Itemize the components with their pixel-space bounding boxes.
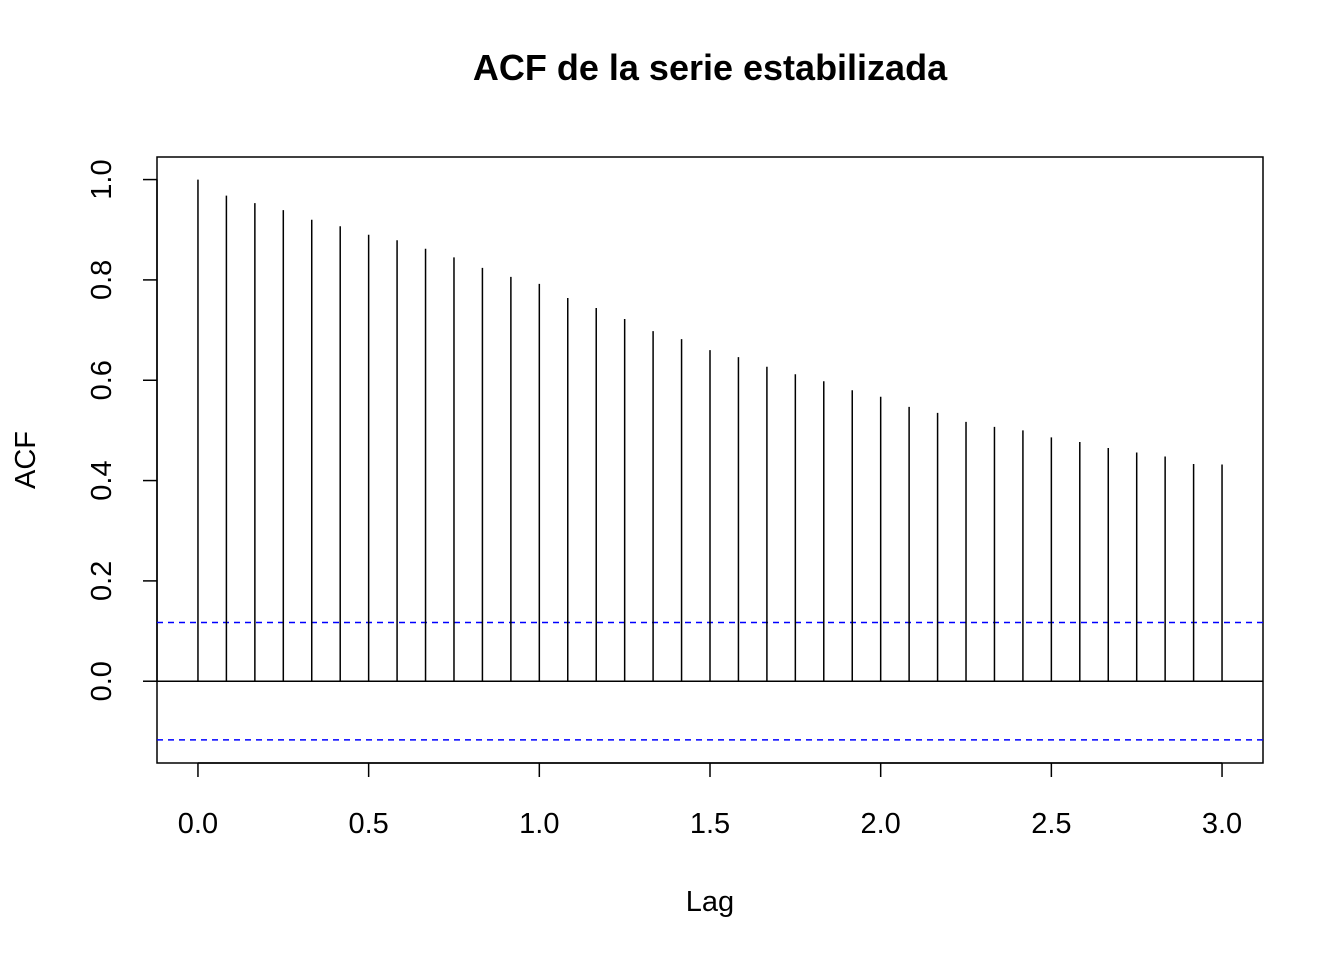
chart-title: ACF de la serie estabilizada (473, 47, 948, 88)
x-axis: 0.0 0.5 1.0 1.5 2.0 2.5 3.0 (178, 762, 1242, 840)
y-tick-label: 0.2 (86, 561, 118, 601)
x-tick-label: 0.5 (348, 808, 388, 840)
x-tick-label: 1.5 (690, 808, 730, 840)
x-tick-label: 2.0 (861, 808, 901, 840)
x-axis-label: Lag (686, 886, 734, 918)
y-tick-label: 0.8 (86, 260, 118, 300)
y-axis: 0.0 0.2 0.4 0.6 0.8 1.0 (86, 159, 158, 701)
y-tick-label: 0.4 (86, 460, 118, 500)
y-tick-label: 0.6 (86, 360, 118, 400)
y-tick-label: 0.0 (86, 661, 118, 701)
x-tick-label: 2.5 (1031, 808, 1071, 840)
x-tick-label: 0.0 (178, 808, 218, 840)
y-tick-label: 1.0 (86, 159, 118, 199)
x-tick-label: 1.0 (519, 808, 559, 840)
x-tick-label: 3.0 (1202, 808, 1242, 840)
y-axis-label: ACF (10, 431, 42, 489)
acf-stems (197, 179, 1223, 682)
